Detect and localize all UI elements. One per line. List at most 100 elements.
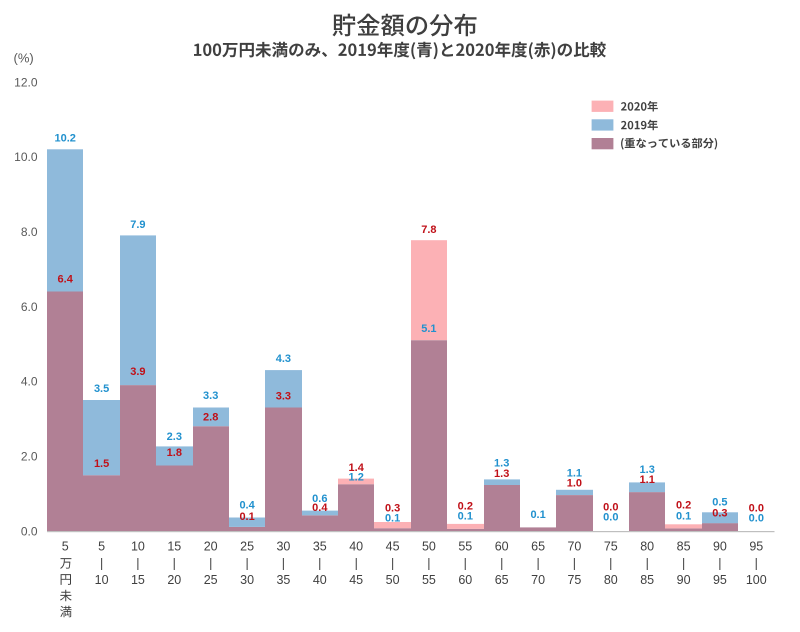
svg-text:5: 5 [98,539,105,553]
svg-text:60: 60 [458,573,472,587]
svg-text:6.4: 6.4 [58,273,74,285]
svg-text:10: 10 [131,539,145,553]
svg-text:25: 25 [240,539,254,553]
svg-text:7.9: 7.9 [130,219,145,231]
svg-text:|: | [245,557,248,571]
svg-text:0.0: 0.0 [603,501,618,513]
svg-text:|: | [209,557,212,571]
svg-text:1.0: 1.0 [567,478,582,490]
svg-text:75: 75 [604,539,618,553]
svg-text:100: 100 [746,573,767,587]
svg-text:85: 85 [677,539,691,553]
svg-text:|: | [282,557,285,571]
svg-text:30: 30 [240,573,254,587]
svg-text:40: 40 [349,539,363,553]
svg-text:3.5: 3.5 [94,383,109,395]
svg-text:75: 75 [567,573,581,587]
svg-text:80: 80 [604,573,618,587]
svg-text:45: 45 [349,573,363,587]
svg-text:|: | [173,557,176,571]
svg-text:85: 85 [640,573,654,587]
svg-text:0.2: 0.2 [676,499,691,511]
svg-text:1.1: 1.1 [567,468,582,480]
svg-text:65: 65 [495,573,509,587]
svg-text:5: 5 [62,539,69,553]
svg-text:|: | [100,557,103,571]
svg-text:20: 20 [204,539,218,553]
svg-text:50: 50 [386,573,400,587]
svg-text:|: | [646,557,649,571]
svg-text:10.0: 10.0 [14,150,38,164]
svg-text:35: 35 [276,573,290,587]
svg-text:0.0: 0.0 [21,524,38,538]
svg-text:55: 55 [458,539,472,553]
svg-text:4.0: 4.0 [21,375,38,389]
svg-text:0.0: 0.0 [749,502,764,514]
svg-text:0.3: 0.3 [712,508,727,520]
svg-text:10: 10 [95,573,109,587]
svg-text:90: 90 [677,573,691,587]
svg-text:1.3: 1.3 [640,464,655,476]
svg-text:1.4: 1.4 [349,462,365,474]
svg-text:60: 60 [495,539,509,553]
svg-text:65: 65 [531,539,545,553]
svg-text:40: 40 [313,573,327,587]
svg-text:1.8: 1.8 [167,447,182,459]
svg-text:45: 45 [386,539,400,553]
svg-text:0.6: 0.6 [312,493,327,505]
svg-text:2.3: 2.3 [167,431,182,443]
svg-text:0.1: 0.1 [458,511,473,523]
svg-text:70: 70 [567,539,581,553]
svg-text:0.4: 0.4 [312,502,328,514]
svg-text:5.1: 5.1 [421,323,436,335]
svg-text:1.1: 1.1 [640,474,655,486]
svg-text:0.1: 0.1 [530,509,545,521]
svg-text:|: | [391,557,394,571]
svg-text:|: | [718,557,721,571]
svg-text:50: 50 [422,539,436,553]
svg-text:30: 30 [276,539,290,553]
svg-text:2.8: 2.8 [203,411,218,423]
svg-text:55: 55 [422,573,436,587]
svg-text:4.3: 4.3 [276,353,291,365]
svg-text:3.3: 3.3 [203,390,218,402]
svg-text:0.5: 0.5 [712,496,727,508]
svg-text:|: | [755,557,758,571]
svg-text:80: 80 [640,539,654,553]
svg-text:95: 95 [713,573,727,587]
svg-text:15: 15 [131,573,145,587]
svg-text:0.3: 0.3 [385,502,400,514]
svg-text:1.5: 1.5 [94,458,109,470]
svg-text:12.0: 12.0 [14,75,38,89]
svg-text:0.0: 0.0 [749,512,764,524]
svg-text:0.2: 0.2 [458,500,473,512]
svg-text:7.8: 7.8 [421,224,436,236]
svg-text:0.1: 0.1 [676,511,691,523]
svg-text:|: | [427,557,430,571]
svg-text:1.2: 1.2 [349,471,364,483]
svg-text:3.3: 3.3 [276,390,291,402]
svg-text:|: | [464,557,467,571]
svg-text:|: | [318,557,321,571]
svg-text:95: 95 [749,539,763,553]
svg-text:|: | [682,557,685,571]
svg-text:(%): (%) [14,51,34,66]
svg-text:1.3: 1.3 [494,458,509,470]
svg-text:10.2: 10.2 [54,132,75,144]
svg-text:8.0: 8.0 [21,225,38,239]
svg-text:1.3: 1.3 [494,468,509,480]
svg-text:2.0: 2.0 [21,450,38,464]
svg-text:25: 25 [204,573,218,587]
svg-text:15: 15 [167,539,181,553]
svg-text:35: 35 [313,539,327,553]
svg-text:0.4: 0.4 [239,499,255,511]
svg-text:0.1: 0.1 [239,511,254,523]
svg-text:20: 20 [167,573,181,587]
svg-text:|: | [609,557,612,571]
svg-text:6.0: 6.0 [21,300,38,314]
svg-text:|: | [500,557,503,571]
svg-text:0.0: 0.0 [603,512,618,524]
svg-text:70: 70 [531,573,545,587]
svg-text:90: 90 [713,539,727,553]
svg-text:0.1: 0.1 [385,513,400,525]
